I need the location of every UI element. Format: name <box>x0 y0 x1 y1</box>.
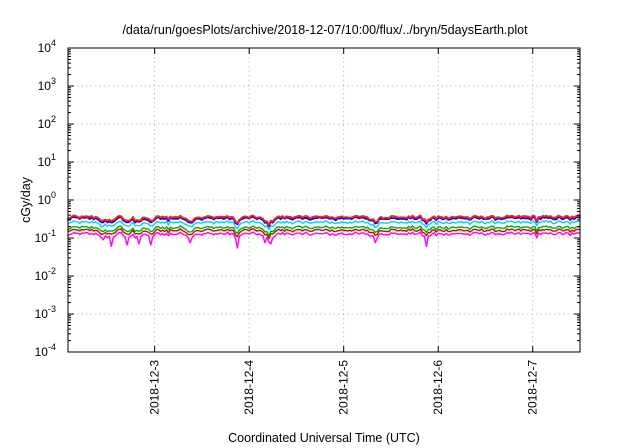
y-tick-label: 100 <box>38 190 56 207</box>
grid <box>68 48 580 352</box>
y-tick-label: 102 <box>38 114 56 131</box>
x-tick-label: 2018-12-4 <box>242 360 256 415</box>
x-axis-title: Coordinated Universal Time (UTC) <box>228 431 420 445</box>
x-axis: 2018-12-3 2018-12-4 2018-12-5 2018-12-6 2018… <box>148 48 540 415</box>
y-tick-label: 101 <box>38 152 56 169</box>
y-tick-label: 103 <box>38 76 56 93</box>
series-line <box>67 219 581 231</box>
y-tick-label: 10-2 <box>35 266 56 283</box>
series-line <box>67 225 581 237</box>
y-tick-label: 10-3 <box>35 304 56 321</box>
y-tick-label: 104 <box>38 38 56 55</box>
series-line <box>67 231 581 249</box>
series-line <box>67 214 581 226</box>
x-tick-label: 2018-12-7 <box>526 360 540 415</box>
chart-title: /data/run/goesPlots/archive/2018-12-07/1… <box>122 23 528 37</box>
x-tick-label: 2018-12-5 <box>337 360 351 415</box>
series-line <box>67 228 581 240</box>
x-tick-label: 2018-12-3 <box>148 360 162 415</box>
y-axis: 10-4 10-3 10-2 10-1 100 101 102 103 104 <box>35 38 580 359</box>
y-tick-label: 10-4 <box>35 342 56 359</box>
x-tick-label: 2018-12-6 <box>431 360 445 415</box>
y-tick-label: 10-1 <box>35 228 56 245</box>
y-axis-title: cGy/day <box>19 176 33 223</box>
series-group <box>67 214 581 249</box>
